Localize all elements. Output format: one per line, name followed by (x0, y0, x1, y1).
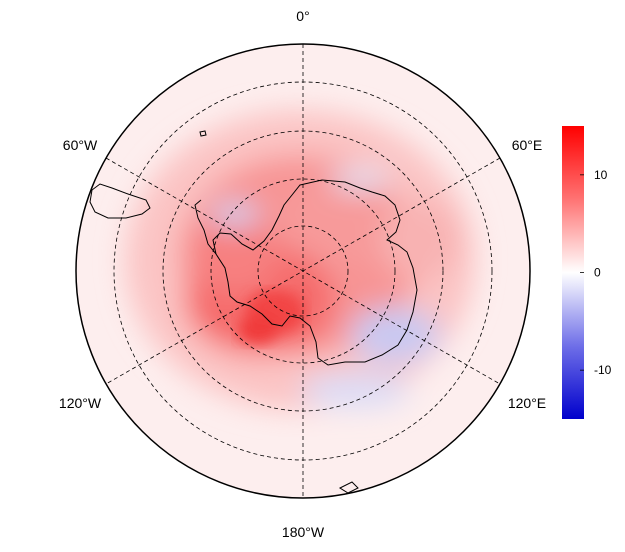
colorbar-ticks: 10 0 -10 (580, 168, 612, 377)
antarctic-peninsula (194, 199, 217, 255)
lon-label-top: 0° (296, 8, 309, 24)
map-boundary (75, 43, 531, 499)
colorbar-tick-label: 0 (594, 266, 601, 280)
antarctica-coastline (212, 179, 418, 366)
colorbar: 10 0 -10 (562, 126, 612, 419)
lon-label-bottom: 180°W (282, 524, 325, 540)
lon-label-lower-right: 120°E (508, 395, 546, 411)
island-tiny (199, 130, 207, 137)
south-america-tip (89, 183, 151, 219)
anomaly-field (76, 44, 530, 498)
lon-label-upper-right: 60°E (512, 137, 543, 153)
meridian-60e-120w (105, 157, 501, 385)
graticule (105, 44, 501, 498)
lon-label-upper-left: 60°W (63, 137, 98, 153)
coastlines (89, 130, 418, 494)
colorbar-tick-label: 10 (594, 168, 608, 182)
colorbar-ramp (562, 126, 584, 419)
island-small (338, 481, 359, 494)
lon-label-lower-left: 120°W (59, 395, 102, 411)
colorbar-tick-label: -10 (594, 363, 612, 377)
latitude-circle (210, 178, 396, 364)
